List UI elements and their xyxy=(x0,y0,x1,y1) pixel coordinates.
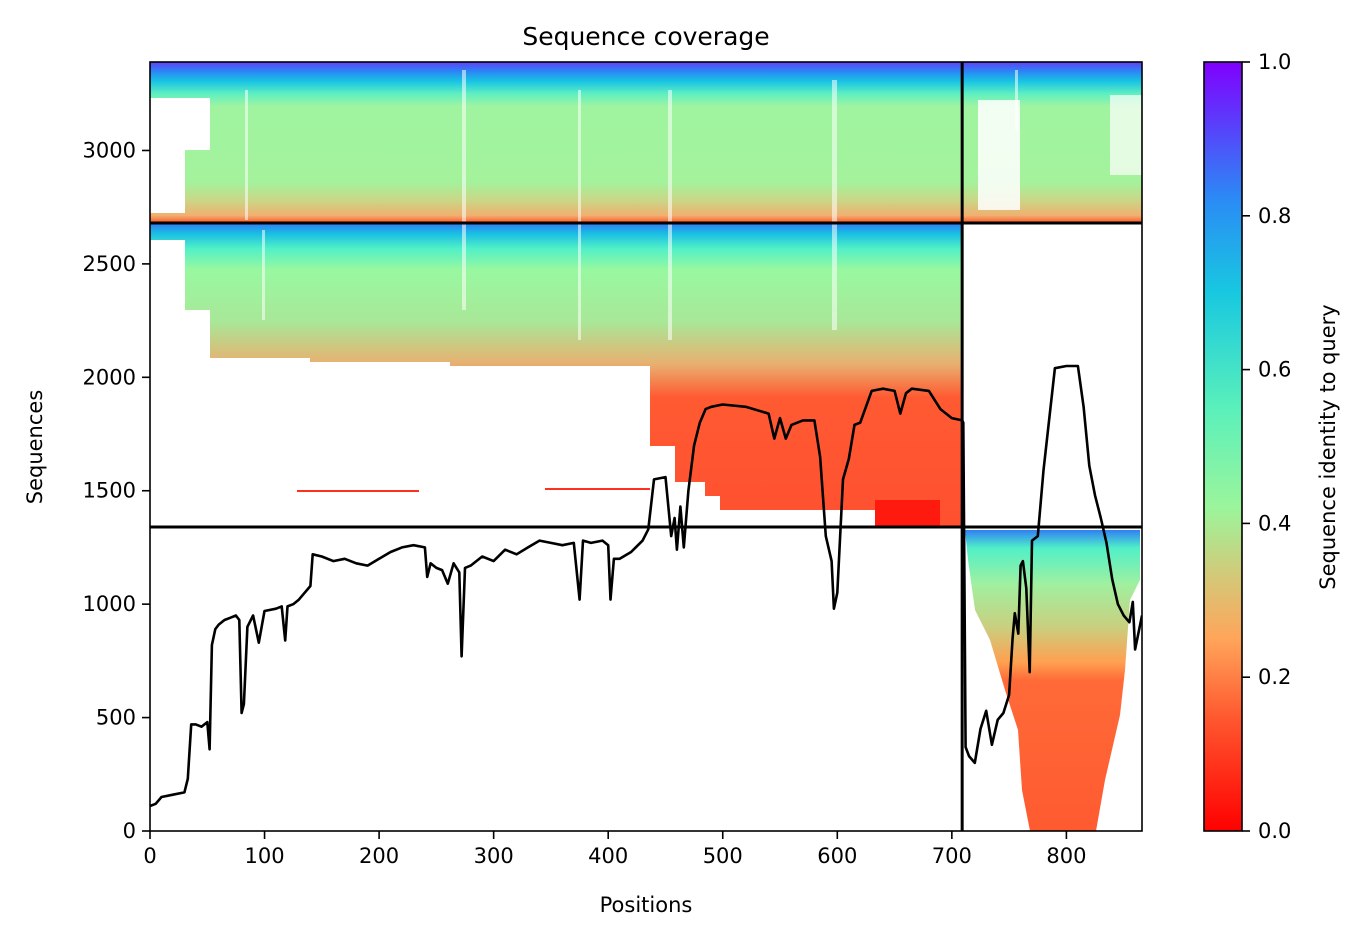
gap-streak xyxy=(462,70,466,310)
x-tick-label: 400 xyxy=(588,844,628,868)
block-upper-fill xyxy=(150,62,1142,222)
block-upper-gap xyxy=(978,100,1020,210)
colorbar-tick-label: 1.0 xyxy=(1258,50,1291,74)
x-tick-label: 700 xyxy=(932,844,972,868)
colorbar-label: Sequence identity to query xyxy=(1316,304,1340,589)
block-boundaries xyxy=(150,62,1142,831)
gap-streak xyxy=(578,90,581,340)
x-tick-label: 500 xyxy=(703,844,743,868)
block-middle-strip xyxy=(545,488,650,490)
block-middle-strip xyxy=(875,500,940,526)
gap-streak xyxy=(668,90,672,340)
colorbar-tick-label: 0.8 xyxy=(1258,204,1291,228)
colorbar-ticks: 0.0 0.2 0.4 0.6 0.8 1.0 xyxy=(1242,50,1291,843)
y-tick-label: 2000 xyxy=(83,365,136,389)
gap-streak xyxy=(1015,70,1018,130)
colorbar-tick-label: 0.2 xyxy=(1258,665,1291,689)
x-tick-label: 200 xyxy=(359,844,399,868)
y-axis-label: Sequences xyxy=(23,390,47,505)
coverage-line xyxy=(150,364,1142,808)
block-lower xyxy=(965,530,1140,831)
chart-title: Sequence coverage xyxy=(522,22,769,51)
gap-streaks xyxy=(245,70,1018,340)
y-tick-label: 1000 xyxy=(83,592,136,616)
block-lower-fill xyxy=(965,530,1140,831)
block-upper-gap xyxy=(1110,95,1142,175)
gap-streak xyxy=(245,90,248,220)
gap-streak xyxy=(832,80,837,330)
y-axis: 0 500 1000 1500 2000 2500 3000 xyxy=(83,138,150,843)
x-tick-label: 800 xyxy=(1046,844,1086,868)
x-axis: 0 100 200 300 400 500 600 700 800 xyxy=(143,831,1086,868)
x-axis-label: Positions xyxy=(600,893,693,917)
x-tick-label: 100 xyxy=(245,844,285,868)
colorbar-tick-label: 0.6 xyxy=(1258,358,1291,382)
block-middle xyxy=(150,224,963,528)
x-tick-label: 0 xyxy=(143,844,156,868)
colorbar-tick-label: 0.4 xyxy=(1258,511,1291,535)
plot-area xyxy=(150,62,1142,831)
x-tick-label: 600 xyxy=(817,844,857,868)
block-middle-fill xyxy=(150,224,963,528)
y-tick-label: 2500 xyxy=(83,252,136,276)
block-upper xyxy=(150,62,1142,222)
block-middle-strip xyxy=(297,490,419,492)
colorbar-tick-label: 0.0 xyxy=(1258,819,1291,843)
plot-frame xyxy=(149,61,1143,832)
x-tick-label: 300 xyxy=(474,844,514,868)
y-tick-label: 0 xyxy=(123,819,136,843)
gap-streak xyxy=(262,230,265,320)
y-tick-label: 3000 xyxy=(83,138,136,162)
y-tick-label: 500 xyxy=(96,706,136,730)
colorbar-gradient xyxy=(1203,61,1243,832)
colorbar: 0.0 0.2 0.4 0.6 0.8 1.0 Sequence identity to … xyxy=(1203,50,1340,843)
y-tick-label: 1500 xyxy=(83,479,136,503)
